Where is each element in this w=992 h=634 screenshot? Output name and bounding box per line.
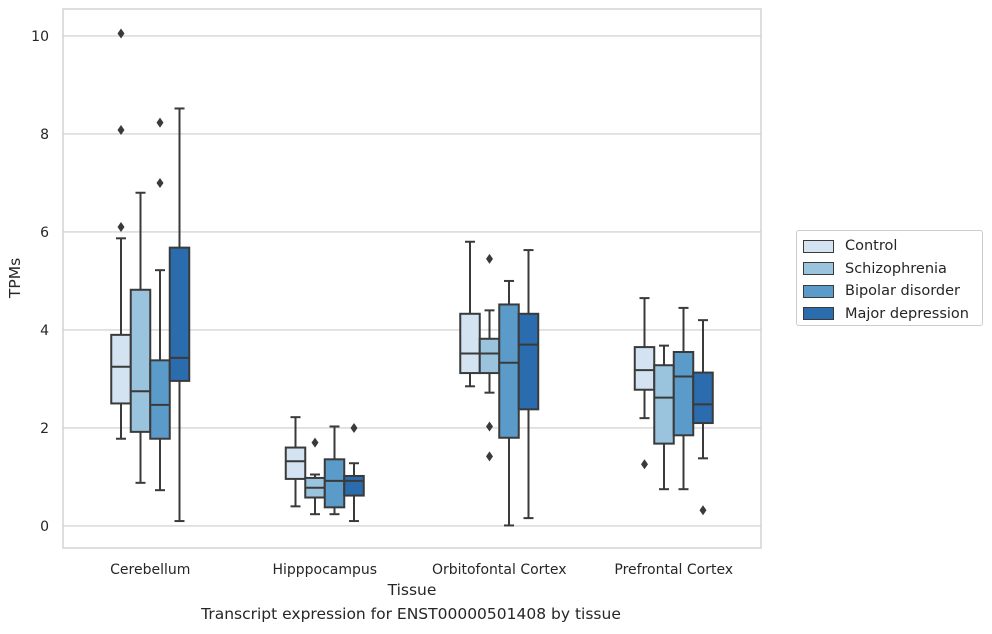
- box-body: [343, 474, 365, 497]
- box-schizophrenia: [129, 191, 152, 484]
- box-bipolar-disorder: [498, 279, 520, 527]
- box-control: [284, 416, 307, 508]
- legend-label: Major depression: [845, 305, 969, 322]
- box-bipolar-disorder: [149, 117, 171, 492]
- legend-item: Bipolar disorder: [803, 280, 976, 303]
- outlier-point: [117, 125, 125, 136]
- outlier-point: [699, 505, 707, 516]
- box-bipolar-disorder: [323, 425, 346, 516]
- outlier-point: [156, 117, 164, 128]
- outlier-point: [156, 177, 164, 188]
- outlier-point: [486, 421, 493, 432]
- y-axis-label: TPMs: [6, 258, 24, 299]
- box-schizophrenia: [478, 253, 501, 462]
- box-body: [110, 333, 132, 405]
- x-tick-label: Cerebellum: [110, 562, 190, 578]
- box-body: [129, 288, 152, 433]
- y-tick-label: 2: [40, 421, 49, 437]
- outlier-point: [117, 222, 125, 233]
- box-body: [672, 351, 695, 437]
- box-body: [168, 246, 191, 382]
- box-major-depression: [517, 249, 540, 520]
- plot-frame: [62, 8, 762, 549]
- legend-item: Schizophrenia: [803, 258, 976, 281]
- legend-swatch: [803, 284, 834, 298]
- box-body: [633, 346, 656, 391]
- legend-swatch: [803, 239, 834, 253]
- box-body: [323, 458, 346, 509]
- grid-lines: [63, 35, 761, 527]
- box-body: [653, 364, 675, 445]
- x-tick-label: Orbitofontal Cortex: [432, 562, 567, 578]
- y-tick-label: 10: [31, 29, 49, 45]
- box-major-depression: [343, 422, 365, 523]
- outlier-point: [311, 437, 319, 448]
- box-major-depression: [168, 107, 191, 523]
- x-tick-labels: Cerebellum Hipppocampus Orbitofontal Corte…: [110, 562, 733, 578]
- outlier-point: [486, 451, 493, 462]
- box-body: [459, 312, 481, 375]
- legend-label: Schizophrenia: [845, 260, 947, 277]
- box-body: [149, 359, 171, 440]
- y-tick-labels: 0 2 4 6 8 10: [31, 29, 49, 535]
- box-schizophrenia: [304, 437, 326, 516]
- outlier-point: [350, 422, 358, 433]
- outlier-point: [641, 459, 648, 470]
- x-tick-label: Prefrontal Cortex: [614, 562, 733, 578]
- box-bipolar-disorder: [672, 306, 695, 491]
- box-body: [517, 312, 540, 411]
- box-body: [284, 446, 307, 480]
- x-axis-label: Tissue: [387, 581, 437, 599]
- legend-label: Control: [845, 238, 898, 255]
- legend-swatch: [803, 307, 834, 321]
- box-body: [692, 371, 714, 425]
- legend: Control Schizophrenia Bipolar disorder Majo…: [796, 230, 983, 326]
- y-tick-label: 6: [40, 225, 49, 241]
- boxes-layer: [110, 28, 714, 527]
- y-tick-label: 0: [40, 519, 49, 535]
- box-major-depression: [692, 319, 714, 516]
- y-tick-label: 4: [40, 323, 49, 339]
- box-body: [498, 303, 520, 439]
- legend-item: Control: [803, 235, 976, 258]
- box-control: [110, 28, 132, 440]
- outlier-point: [486, 253, 493, 264]
- y-tick-label: 8: [40, 127, 49, 143]
- box-control: [459, 240, 481, 388]
- box-body: [478, 337, 501, 375]
- outlier-point: [117, 28, 125, 39]
- box-schizophrenia: [653, 344, 675, 491]
- legend-swatch: [803, 262, 834, 276]
- figure-caption: Transcript expression for ENST0000050140…: [201, 605, 621, 623]
- x-tick-label: Hipppocampus: [272, 562, 377, 578]
- box-control: [633, 297, 656, 470]
- legend-label: Bipolar disorder: [845, 283, 960, 300]
- legend-item: Major depression: [803, 303, 976, 326]
